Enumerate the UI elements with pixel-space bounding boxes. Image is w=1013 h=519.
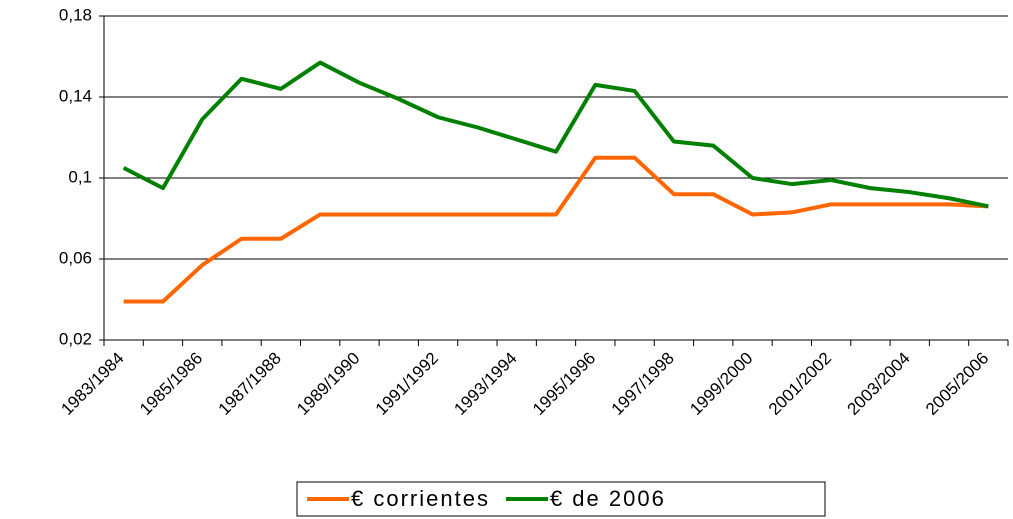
x-tick-label: 1999/2000 <box>686 349 756 419</box>
y-tick-label: 0,06 <box>59 248 92 267</box>
x-tick-label: 1983/1984 <box>57 349 127 419</box>
y-tick-label: 0,18 <box>59 5 92 24</box>
legend-label: € de 2006 <box>550 486 666 511</box>
series-line <box>123 155 989 304</box>
x-tick-label: 1989/1990 <box>293 349 363 419</box>
x-tick-label: 2001/2002 <box>765 349 835 419</box>
y-tick-label: 0,14 <box>59 86 92 105</box>
legend-box <box>296 481 826 517</box>
y-tick-label: 0,1 <box>68 167 92 186</box>
x-tick-label: 1991/1992 <box>372 349 442 419</box>
x-tick-label: 2005/2006 <box>922 349 992 419</box>
x-tick-label: 1993/1994 <box>450 349 520 419</box>
series-line <box>122 60 989 209</box>
x-tick-label: 1987/1988 <box>215 349 285 419</box>
x-tick-label: 1995/1996 <box>529 349 599 419</box>
x-tick-label: 1997/1998 <box>608 349 678 419</box>
x-tick-label: 1985/1986 <box>136 349 206 419</box>
y-tick-label: 0,02 <box>59 329 92 348</box>
legend-label: € corrientes <box>351 486 490 511</box>
x-tick-label: 2003/2004 <box>843 349 913 419</box>
